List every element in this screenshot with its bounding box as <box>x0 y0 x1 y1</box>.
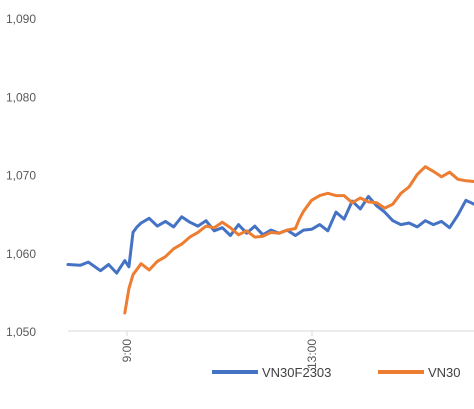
series-layer <box>66 165 474 315</box>
legend-label-vn30f2303: VN30F2303 <box>262 365 331 380</box>
y-tick-label-1080: 1,080 <box>6 90 36 104</box>
x-tick-label-1300: 13:00 <box>305 339 319 369</box>
y-tick-label-1070: 1,070 <box>6 169 36 183</box>
y-tick-label-1060: 1,060 <box>6 247 36 261</box>
series-line-vn30f2303 <box>66 194 474 275</box>
y-tick-label-1090: 1,090 <box>6 12 36 26</box>
y-tick-label-1050: 1,050 <box>6 325 36 339</box>
y-axis-tick-labels: 1,050 1,060 1,070 1,080 1,090 <box>6 12 36 339</box>
legend-label-vn30: VN30 <box>428 365 461 380</box>
series-line-vn30 <box>123 165 474 315</box>
x-axis-tick-labels: 9:00 13:00 <box>120 339 319 369</box>
x-tick-label-900: 9:00 <box>120 339 134 363</box>
legend: VN30F2303 VN30 <box>212 365 461 380</box>
x-axis-ticks <box>126 331 313 336</box>
